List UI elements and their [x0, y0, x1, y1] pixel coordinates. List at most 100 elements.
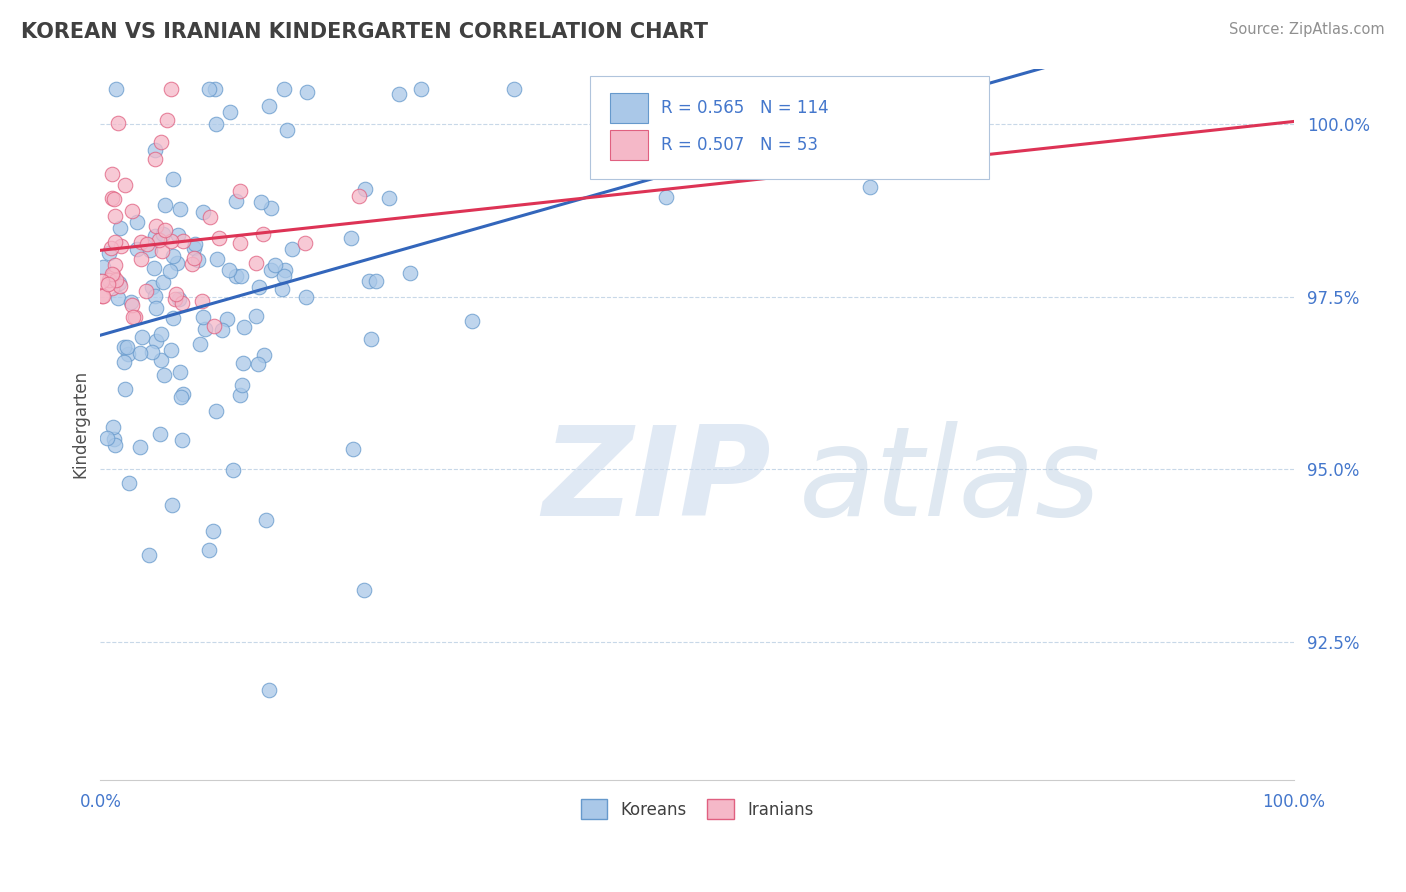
Point: [169, 365, 191, 379]
Point: [138, 548, 160, 562]
Point: [349, 189, 371, 203]
Point: [136, 236, 159, 251]
Point: [202, 318, 225, 333]
Point: [502, 82, 524, 96]
Point: [229, 388, 252, 402]
Point: [110, 239, 132, 253]
Point: [215, 312, 238, 326]
Point: [354, 181, 377, 195]
Point: [294, 235, 316, 250]
Point: [107, 291, 129, 305]
Point: [170, 433, 193, 447]
Point: [143, 152, 166, 166]
Point: [233, 319, 256, 334]
Point: [188, 337, 211, 351]
Text: atlas: atlas: [799, 421, 1101, 541]
Point: [107, 116, 129, 130]
Point: [101, 268, 124, 282]
Point: [211, 323, 233, 337]
Point: [139, 243, 162, 257]
Point: [342, 442, 364, 457]
Point: [129, 235, 152, 249]
Point: [152, 275, 174, 289]
Point: [112, 355, 135, 369]
Point: [105, 273, 128, 287]
Point: [104, 209, 127, 223]
Point: [131, 329, 153, 343]
Point: [152, 368, 174, 382]
Point: [124, 310, 146, 324]
Point: [162, 249, 184, 263]
Point: [228, 235, 250, 250]
Point: [295, 290, 318, 304]
Text: KOREAN VS IRANIAN KINDERGARTEN CORRELATION CHART: KOREAN VS IRANIAN KINDERGARTEN CORRELATI…: [21, 22, 709, 42]
Point: [101, 267, 124, 281]
Point: [366, 274, 388, 288]
Point: [98, 273, 121, 287]
Point: [141, 280, 163, 294]
Point: [98, 246, 121, 260]
Point: [218, 104, 240, 119]
Point: [166, 227, 188, 242]
Point: [160, 234, 183, 248]
Point: [162, 171, 184, 186]
Point: [193, 205, 215, 219]
Point: [90, 274, 112, 288]
Point: [107, 276, 129, 290]
Point: [257, 682, 280, 697]
Point: [273, 269, 295, 284]
Point: [131, 252, 153, 267]
Point: [96, 431, 118, 445]
Point: [399, 266, 422, 280]
Point: [259, 263, 281, 277]
Point: [149, 426, 172, 441]
Point: [160, 343, 183, 357]
Legend: Koreans, Iranians: Koreans, Iranians: [574, 793, 820, 825]
Point: [377, 191, 399, 205]
Point: [205, 252, 228, 266]
Text: Source: ZipAtlas.com: Source: ZipAtlas.com: [1229, 22, 1385, 37]
Point: [165, 286, 187, 301]
Point: [115, 340, 138, 354]
Point: [112, 340, 135, 354]
Text: R = 0.565   N = 114: R = 0.565 N = 114: [661, 99, 830, 117]
Point: [122, 310, 145, 324]
Point: [100, 167, 122, 181]
Point: [198, 82, 221, 96]
Point: [247, 280, 270, 294]
Point: [183, 252, 205, 266]
Point: [103, 432, 125, 446]
Point: [114, 382, 136, 396]
Point: [245, 256, 267, 270]
Point: [105, 82, 128, 96]
Text: R = 0.507   N = 53: R = 0.507 N = 53: [661, 136, 818, 153]
Point: [167, 293, 190, 307]
Point: [274, 263, 297, 277]
Point: [208, 231, 231, 245]
FancyBboxPatch shape: [589, 76, 990, 178]
Point: [181, 257, 204, 271]
Point: [254, 513, 277, 527]
Point: [172, 387, 194, 401]
Y-axis label: Kindergarten: Kindergarten: [72, 370, 89, 478]
Point: [104, 438, 127, 452]
Point: [191, 293, 214, 308]
Point: [121, 204, 143, 219]
Point: [271, 282, 294, 296]
Point: [156, 113, 179, 128]
Point: [169, 202, 191, 216]
Point: [145, 334, 167, 349]
Point: [194, 322, 217, 336]
Point: [104, 258, 127, 272]
Point: [110, 221, 132, 235]
Point: [159, 263, 181, 277]
Point: [204, 404, 226, 418]
Point: [198, 210, 221, 224]
Point: [460, 314, 482, 328]
Point: [104, 235, 127, 249]
Point: [143, 143, 166, 157]
Point: [101, 280, 124, 294]
Point: [143, 260, 166, 275]
Point: [135, 284, 157, 298]
Point: [295, 85, 318, 99]
